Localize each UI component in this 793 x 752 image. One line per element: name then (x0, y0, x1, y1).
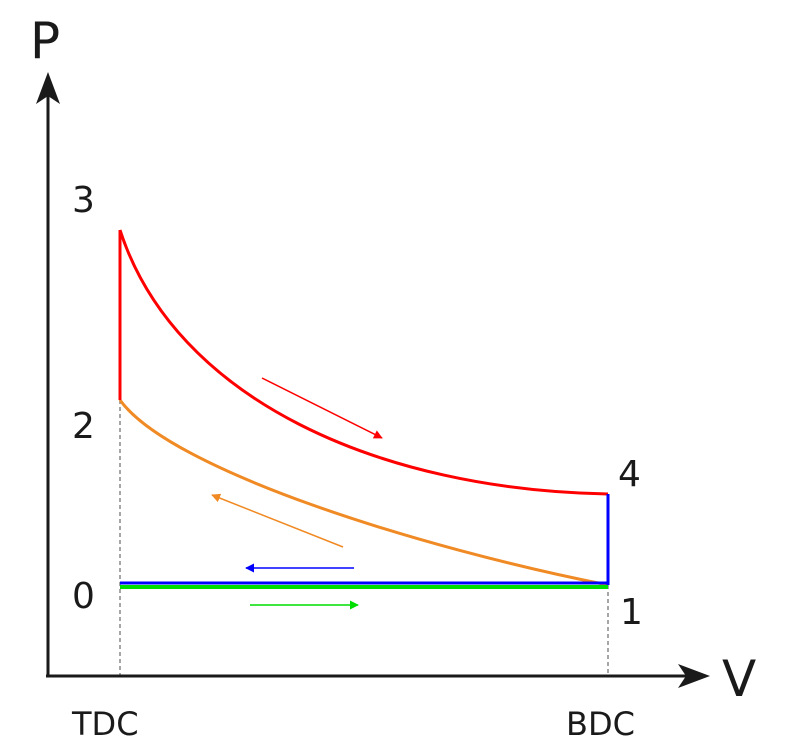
y-axis-title: P (30, 12, 60, 70)
expansion-direction-arrow (261, 377, 383, 439)
bdc-label: BDC (566, 705, 635, 743)
point-label-1: 1 (620, 592, 643, 633)
point-label-0: 0 (72, 576, 95, 617)
compression-direction-arrow (211, 493, 344, 548)
y-axis-arrowhead (36, 72, 60, 104)
point-label-3: 3 (72, 180, 95, 221)
point-label-2: 2 (72, 406, 95, 447)
point-label-4: 4 (618, 454, 641, 495)
x-axis-title: V (722, 650, 756, 708)
expansion-curve (118, 229, 609, 496)
tdc-label: TDC (71, 705, 139, 743)
x-axis-arrowhead (678, 664, 710, 688)
compression-curve (118, 399, 609, 587)
